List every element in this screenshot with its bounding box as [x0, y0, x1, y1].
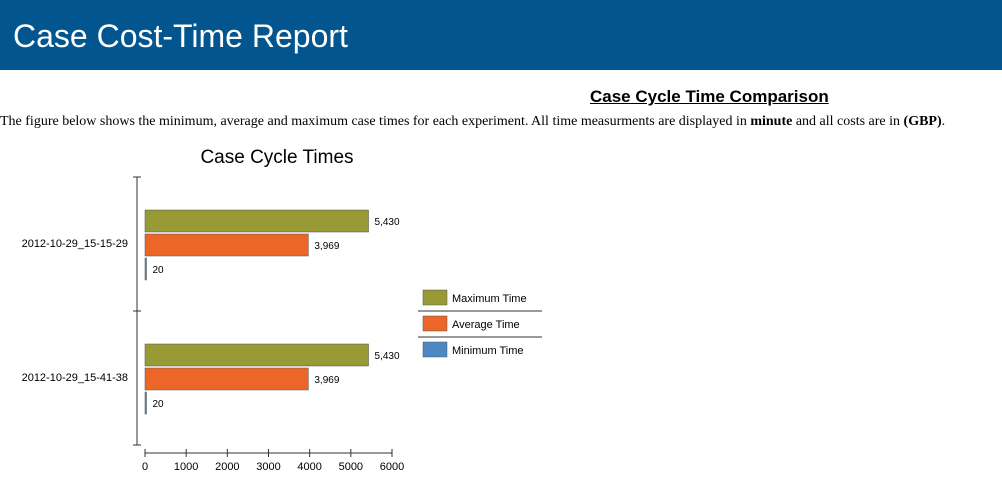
- bar-average-time: [144, 367, 309, 391]
- category-label: 2012-10-29_15-41-38: [22, 372, 128, 384]
- value-axis-tick-label: 1000: [174, 461, 198, 473]
- bar-value-label: 20: [153, 265, 165, 276]
- bar-average-time: [144, 233, 309, 257]
- description-text-suffix: .: [941, 114, 946, 129]
- value-axis-tick-label: 0: [142, 461, 148, 473]
- report-title: Case Cost-Time Report: [13, 18, 348, 54]
- case-cycle-times-chart: Case Cycle Times 2012-10-29_15-15-29 5,430…: [22, 147, 542, 473]
- bar-value-label: 5,430: [375, 217, 400, 228]
- description-text-prefix: The figure below shows the minimum, aver…: [0, 114, 751, 129]
- legend-label: Maximum Time: [452, 293, 527, 305]
- value-axis-tick-label: 4000: [297, 461, 321, 473]
- chart-title: Case Cycle Times: [200, 147, 353, 168]
- value-axis-tick-label: 2000: [215, 461, 239, 473]
- category-label: 2012-10-29_15-15-29: [22, 238, 128, 250]
- bar-value-label: 3,969: [314, 241, 339, 252]
- bar-maximum-time: [144, 209, 369, 233]
- bar-value-label: 5,430: [375, 351, 400, 362]
- bar-value-label: 20: [153, 399, 165, 410]
- legend-label: Minimum Time: [452, 345, 524, 357]
- bar-maximum-time: [144, 343, 369, 367]
- value-axis-tick-label: 3000: [256, 461, 280, 473]
- legend-label: Average Time: [452, 319, 520, 331]
- legend-swatch-minimum-time: [422, 341, 448, 358]
- value-axis-tick-label: 6000: [380, 461, 404, 473]
- value-axis-tick-label: 5000: [339, 461, 363, 473]
- description-currency: (GBP): [903, 114, 942, 129]
- report-header: Case Cost-Time Report: [0, 0, 1002, 70]
- bar-minimum-time: [144, 391, 147, 415]
- section-description: The figure below shows the minimum, aver…: [0, 113, 1002, 131]
- bar-value-label: 3,969: [314, 375, 339, 386]
- legend-swatch-maximum-time: [422, 289, 448, 306]
- description-time-unit: minute: [750, 114, 793, 129]
- section-title: Case Cycle Time Comparison: [590, 87, 829, 106]
- legend-swatch-average-time: [422, 315, 448, 332]
- description-text-middle: and all costs are in: [792, 114, 904, 129]
- bar-minimum-time: [144, 257, 147, 281]
